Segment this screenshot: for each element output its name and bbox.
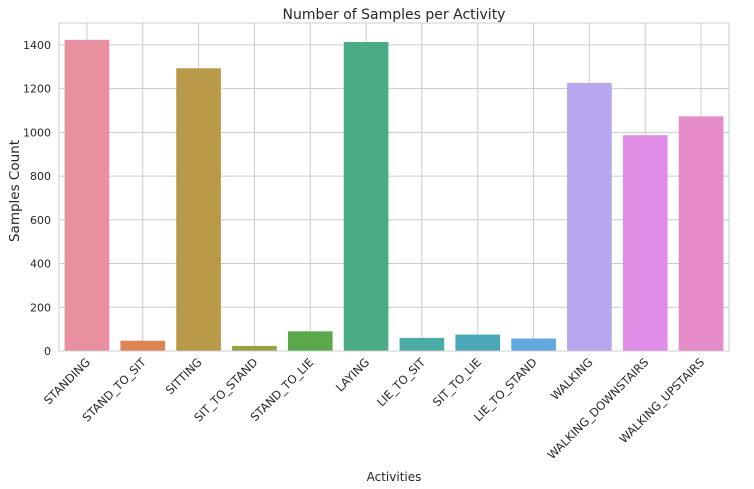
plot-frame xyxy=(58,22,730,352)
bar-walking-downstairs xyxy=(622,135,668,351)
bar-standing xyxy=(64,39,110,351)
y-tick-label: 800 xyxy=(30,170,51,183)
y-tick-label: 1400 xyxy=(23,39,51,52)
y-tick-label: 0 xyxy=(44,345,51,358)
bar-stand-to-lie xyxy=(287,331,333,351)
bar-lie-to-sit xyxy=(399,337,445,351)
bar-walking-upstairs xyxy=(678,116,724,351)
x-tick-label: LIE_TO_SIT xyxy=(374,355,429,410)
y-tick-label: 1200 xyxy=(23,83,51,96)
bar-laying xyxy=(343,42,389,352)
chart-title: Number of Samples per Activity xyxy=(283,7,506,23)
bar-sit-to-stand xyxy=(232,345,277,351)
bar-stand-to-sit xyxy=(120,340,166,351)
bar-lie-to-stand xyxy=(511,338,556,351)
y-tick-label: 200 xyxy=(30,301,51,314)
bar-walking xyxy=(567,82,612,351)
x-tick-label: SIT_TO_LIE xyxy=(430,355,484,409)
bars xyxy=(64,39,724,352)
x-tick-label: STANDING xyxy=(41,355,93,407)
x-tick-label: WALKING_DOWNSTAIRS xyxy=(545,355,652,462)
x-tick-label: LAYING xyxy=(333,355,372,394)
y-axis-ticks: 0 200 400 600 800 1000 1200 1400 xyxy=(23,39,51,358)
bar-sitting xyxy=(176,68,221,351)
y-tick-label: 600 xyxy=(30,214,51,227)
y-tick-label: 400 xyxy=(30,258,51,271)
x-tick-label: SITTING xyxy=(163,355,205,397)
y-axis-label: Samples Count xyxy=(7,140,23,242)
y-tick-label: 1000 xyxy=(23,126,51,139)
bar-sit-to-lie xyxy=(455,334,501,351)
x-tick-label: WALKING xyxy=(548,355,596,403)
x-axis-label: Activities xyxy=(367,470,422,484)
